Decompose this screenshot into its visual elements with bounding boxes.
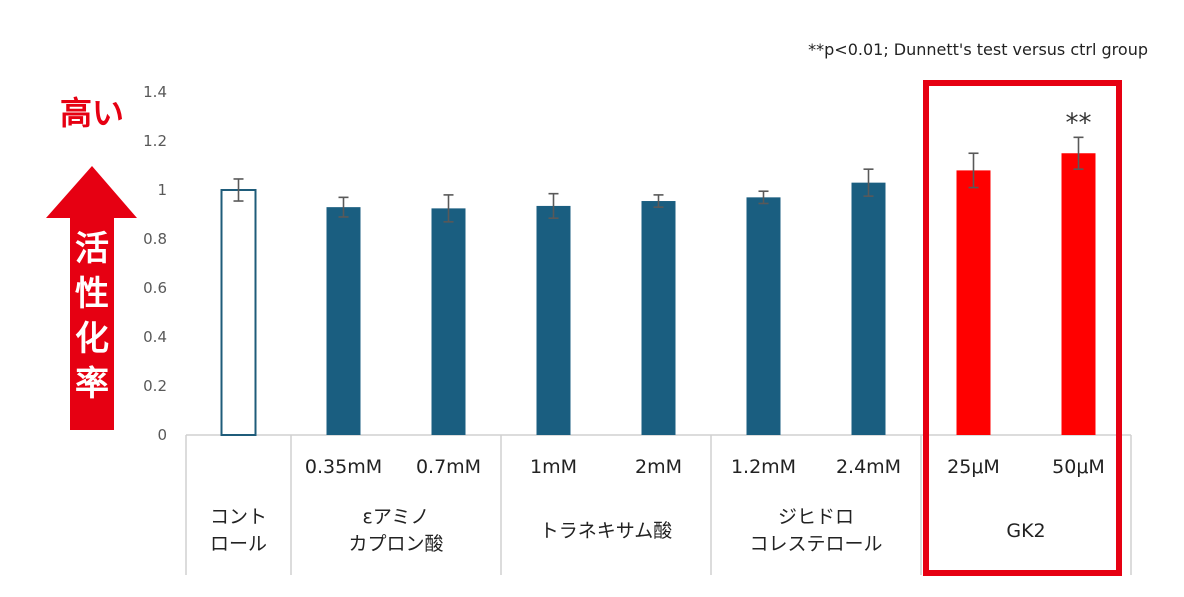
bar	[746, 197, 781, 435]
dose-label: 1.2mM	[731, 456, 796, 478]
y-tick-label: 0	[157, 426, 167, 444]
dose-label: 0.35mM	[305, 456, 382, 478]
high-label: 高い	[60, 94, 124, 132]
up-arrow-icon	[46, 166, 137, 430]
y-tick-label: 1	[157, 181, 167, 199]
arrow-char: 性	[75, 274, 109, 314]
group-label: コレステロール	[749, 533, 882, 555]
arrow-char: 活	[75, 229, 109, 269]
dose-label: 50μM	[1052, 456, 1105, 478]
dose-label: 1mM	[530, 456, 577, 478]
group-label: ロール	[210, 533, 267, 555]
group-label: GK2	[1006, 520, 1045, 542]
y-tick-label: 0.8	[143, 230, 167, 248]
y-tick-label: 0.6	[143, 279, 167, 297]
significance-marker: **	[1066, 108, 1092, 138]
bar	[956, 170, 991, 435]
dose-label: 25μM	[947, 456, 1000, 478]
group-label: コント	[210, 506, 267, 528]
y-tick-label: 1.4	[143, 83, 167, 101]
bar	[220, 189, 257, 436]
y-tick-label: 1.2	[143, 132, 167, 150]
bar	[851, 182, 886, 435]
bars: **	[220, 108, 1096, 436]
bar	[641, 201, 676, 435]
bar	[431, 208, 466, 435]
group-label: εアミノ	[363, 506, 430, 528]
significance-note: **p<0.01; Dunnett's test versus ctrl gro…	[808, 40, 1148, 59]
dose-label: 2.4mM	[836, 456, 901, 478]
group-label: ジヒドロ	[778, 506, 854, 528]
category-table: 0.35mM 0.7mM 1mM 2mM 1.2mM 2.4mM 25μM 50μM コントロー…	[185, 435, 1132, 575]
y-tick-label: 0.4	[143, 328, 167, 346]
bar	[1061, 153, 1096, 435]
bar	[326, 207, 361, 435]
arrow-char: 化	[75, 319, 109, 359]
group-label: トラネキサム酸	[540, 520, 673, 542]
gk2-highlight-box	[923, 80, 1122, 576]
bar	[536, 205, 571, 435]
group-label: カプロン酸	[348, 533, 443, 555]
arrow-char: 率	[75, 364, 109, 404]
dose-label: 0.7mM	[416, 456, 481, 478]
dose-label: 2mM	[635, 456, 682, 478]
y-tick-label: 0.2	[143, 377, 167, 395]
